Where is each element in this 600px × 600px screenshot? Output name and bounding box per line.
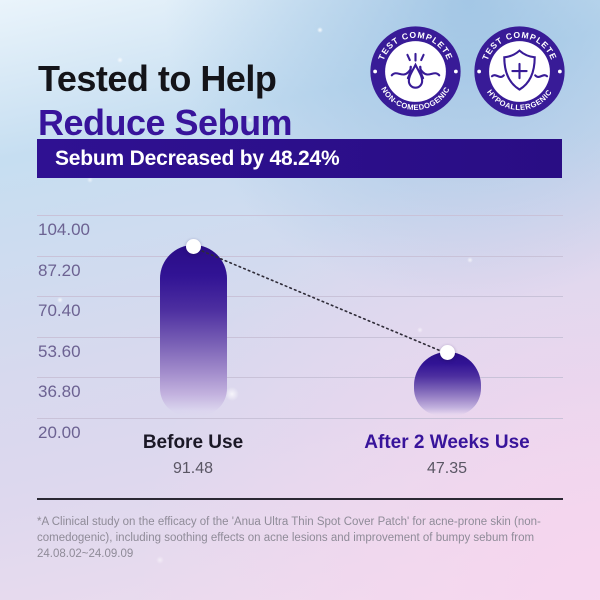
bar-after <box>413 351 481 416</box>
y-axis-tick-label: 70.40 <box>38 301 81 320</box>
y-axis-tick-label: 53.60 <box>38 341 81 361</box>
data-point-dot <box>185 238 201 254</box>
y-axis-tick-label: 87.20 <box>38 260 81 280</box>
gridline <box>37 215 563 216</box>
shield-plus-icon <box>490 49 549 91</box>
gridline <box>37 296 563 297</box>
y-axis-tick-label: 20.00 <box>38 422 81 442</box>
sebum-pore-icon <box>390 52 441 89</box>
certification-badges: TEST COMPLETE NON-COMEDOGENIC <box>368 24 567 119</box>
gridline <box>37 336 563 338</box>
footnote: *A Clinical study on the efficacy of the… <box>37 516 541 560</box>
value-label: 47.35 <box>426 460 468 477</box>
gridline <box>37 255 563 257</box>
data-point-dot <box>439 345 455 361</box>
badge-hypoallergenic: TEST COMPLETE HYPOALLERGENIC <box>474 26 565 117</box>
divider-line <box>37 498 563 500</box>
badge-non-comedogenic: TEST COMPLETE NON-COMEDOGENIC <box>370 26 461 117</box>
result-banner: Sebum Decreased by 48.24% <box>37 139 562 178</box>
gridline <box>37 377 563 378</box>
category-label: After 2 Weeks Use <box>364 432 530 453</box>
title-line-2: Reduce Sebum <box>38 102 293 144</box>
gridline <box>37 417 563 419</box>
title-line-1: Tested to Help <box>38 58 277 100</box>
page-title: Tested to Help Reduce Sebum <box>38 57 293 145</box>
y-axis-tick-label: 36.80 <box>38 382 81 401</box>
category-label: Before Use <box>142 432 244 453</box>
value-label: 91.48 <box>172 460 214 477</box>
result-banner-text: Sebum Decreased by 48.24% <box>55 146 340 170</box>
y-axis-tick-label: 104.00 <box>38 220 90 239</box>
bar-before <box>159 245 227 416</box>
